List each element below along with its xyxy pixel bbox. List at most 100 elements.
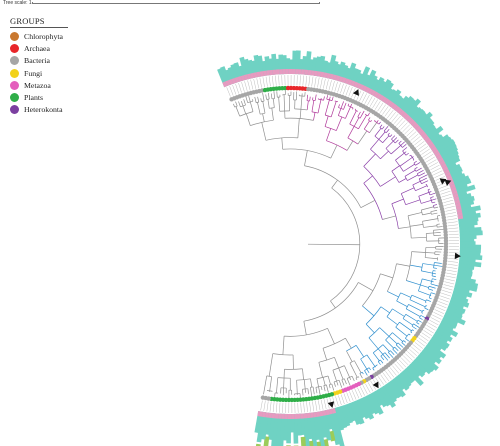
leaf-line <box>365 383 371 393</box>
leaf-line <box>409 348 417 356</box>
leaf-line <box>396 118 404 126</box>
branch-line <box>327 328 335 345</box>
bar-tag <box>240 74 247 81</box>
branch-line <box>418 290 431 296</box>
branch-line <box>252 99 254 102</box>
bar-segment <box>314 411 325 446</box>
branch-line <box>432 272 436 275</box>
bar-tag <box>389 102 397 109</box>
bar-tag <box>437 157 445 164</box>
branch-line <box>296 380 298 394</box>
bar-tag <box>332 74 339 81</box>
branch-line <box>374 128 382 137</box>
branch-arc <box>377 359 381 362</box>
bar-accent <box>300 436 306 446</box>
leaf-line <box>442 287 453 291</box>
bar-segment <box>395 374 410 391</box>
branch-line <box>432 278 437 281</box>
bar-segment <box>449 297 470 308</box>
bar-segment <box>274 413 282 446</box>
branch-line <box>405 152 409 156</box>
branch-line <box>313 112 316 121</box>
branch-line <box>392 308 405 317</box>
branch-line <box>359 110 365 119</box>
bar-segment <box>351 400 365 425</box>
bar-segment <box>409 361 426 378</box>
leaf-line <box>420 335 429 342</box>
bar-tag <box>253 71 259 78</box>
bar-tag <box>327 408 333 415</box>
branch-line <box>310 378 313 388</box>
leaf-line <box>241 82 245 92</box>
leaf-line <box>354 389 360 399</box>
branch-line <box>395 344 402 350</box>
branch-line <box>398 226 411 229</box>
bar-tag <box>421 133 429 140</box>
branch-line <box>376 120 379 123</box>
bar-tag <box>257 411 263 417</box>
branch-arc <box>402 150 407 156</box>
branch-line <box>398 140 402 144</box>
branch-line <box>382 354 389 361</box>
leaf-line <box>448 252 459 254</box>
branch-line <box>422 263 434 266</box>
leaf-line <box>414 342 423 349</box>
branch-line <box>402 144 407 148</box>
branch-line <box>235 106 241 117</box>
branch-arc <box>405 304 409 309</box>
bar-tag <box>406 116 414 124</box>
branch-line <box>257 96 260 103</box>
branch-line <box>428 288 434 291</box>
bar-tag <box>326 73 333 79</box>
branch-arc <box>234 105 238 108</box>
branch-line <box>233 103 236 108</box>
leaf-line <box>418 337 427 344</box>
bar-tag <box>356 82 363 90</box>
groups-legend: GROUPS Chlorophyta Archaea Bacteria Fung… <box>10 16 130 116</box>
leaf-line <box>362 385 368 395</box>
leaf-line <box>272 75 274 86</box>
branch-line <box>328 384 331 389</box>
bar-segment <box>451 291 468 300</box>
branch-line <box>433 232 441 234</box>
bar-segment <box>411 359 427 375</box>
branch-arc <box>430 211 432 215</box>
leaf-line <box>444 281 455 285</box>
legend-item-archaea: Archaea <box>10 42 130 54</box>
branch-line <box>360 200 376 208</box>
branch-line <box>381 126 385 130</box>
branch-line <box>345 106 351 119</box>
branch-line <box>411 325 417 330</box>
branch-arc <box>416 320 419 323</box>
branch-line <box>394 139 399 144</box>
leaf-line <box>359 91 365 102</box>
bar-accent <box>263 436 270 446</box>
bar-segment <box>384 382 399 400</box>
branch-line <box>369 122 378 133</box>
leaf-line <box>447 264 458 266</box>
leaf-line <box>308 76 311 87</box>
tip-dot <box>260 395 266 400</box>
leaf-line <box>426 325 436 331</box>
bar-segment <box>397 372 412 388</box>
leaf-line <box>342 84 347 95</box>
bar-segment <box>439 320 455 332</box>
branch-line <box>335 116 343 131</box>
branch-arc <box>332 365 345 371</box>
bar-ring <box>217 50 483 446</box>
branch-arc <box>368 119 371 122</box>
triangle-marker <box>327 401 335 408</box>
leaf-line <box>433 312 443 317</box>
leaf-line <box>402 124 410 132</box>
bar-segment <box>434 328 453 343</box>
branch-line <box>405 199 421 205</box>
branch-line <box>409 299 426 308</box>
bar-segment <box>426 342 447 359</box>
bar-segment <box>363 395 376 415</box>
bar-tag <box>225 79 232 87</box>
leaf-line <box>389 367 397 376</box>
leaf-line <box>312 401 315 412</box>
leaf-line <box>367 382 374 392</box>
leaf-line <box>429 162 439 168</box>
